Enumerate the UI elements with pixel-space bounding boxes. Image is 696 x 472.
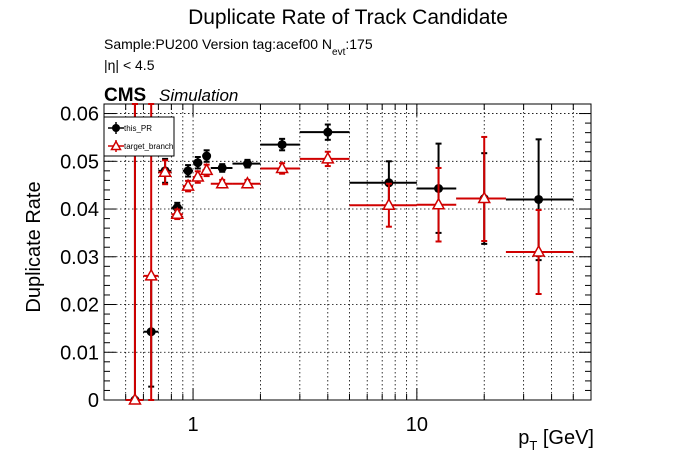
marker-circle <box>217 163 227 173</box>
marker-circle <box>242 159 252 169</box>
marker-circle <box>323 127 333 137</box>
x-tick-label: 1 <box>187 414 198 436</box>
x-axis-label-main: p <box>518 427 529 449</box>
data-point <box>210 176 233 189</box>
sample-text: Sample:PU200 Version tag:acef00 N <box>104 36 332 52</box>
axis-ticks <box>103 103 592 401</box>
legend: this_PR target_branch <box>103 116 175 157</box>
marker-triangle <box>531 244 546 257</box>
data-point <box>191 169 205 184</box>
eta-cut-label: |η| < 4.5 <box>104 57 155 73</box>
legend-item-target-branch: target_branch <box>108 139 173 152</box>
data-point <box>182 164 194 178</box>
marker-triangle <box>144 268 158 281</box>
y-tick-label: 0.04 <box>60 199 99 221</box>
marker-triangle <box>382 197 396 210</box>
marker-triangle <box>199 162 214 176</box>
marker-triangle <box>240 176 255 189</box>
data-point <box>416 166 457 243</box>
legend-label-target-branch: target_branch <box>124 142 173 151</box>
x-axis-label-sub: T <box>529 438 537 453</box>
marker-triangle <box>181 178 195 191</box>
marker-triangle <box>477 190 491 204</box>
data-point <box>232 176 261 189</box>
data-point <box>202 149 212 163</box>
cms-label: CMS <box>104 85 146 106</box>
y-tick-label: 0.01 <box>60 342 99 364</box>
data-point <box>299 150 350 168</box>
cms-simulation-label: Simulation <box>159 86 238 105</box>
data-point <box>210 163 233 173</box>
data-point <box>260 160 300 175</box>
y-tick-label: 0.06 <box>60 104 99 126</box>
y-tick-label: 0 <box>88 390 99 412</box>
y-tick-label: 0.02 <box>60 295 99 317</box>
nevt-subscript: evt <box>332 47 346 58</box>
marker-circle <box>183 166 193 176</box>
marker-triangle <box>191 169 205 182</box>
marker-triangle <box>431 197 446 210</box>
legend-marker-this-pr <box>112 124 120 132</box>
marker-triangle <box>158 164 172 178</box>
marker-triangle <box>170 206 185 220</box>
data-point <box>232 158 261 169</box>
marker-circle <box>202 151 212 161</box>
plot-frame <box>103 103 592 401</box>
sample-info: Sample:PU200 Version tag:acef00 Nevt:175 <box>104 36 373 58</box>
marker-triangle <box>275 160 289 174</box>
data-point <box>193 155 203 170</box>
y-axis-label: Duplicate Rate <box>23 181 45 312</box>
chart-title: Duplicate Rate of Track Candidate <box>188 6 508 29</box>
legend-label-this-pr: this_PR <box>124 124 152 133</box>
data-point <box>170 206 185 221</box>
data-point <box>299 123 350 141</box>
tick-labels: 1 10 0 0.01 0.02 0.03 0.04 0.05 0.06 <box>60 104 428 436</box>
marker-circle <box>277 140 287 150</box>
x-axis-label: pT [GeV] <box>518 427 594 453</box>
marker-triangle <box>128 392 142 405</box>
data-point <box>456 135 506 243</box>
data-point <box>349 182 417 228</box>
data-point <box>505 208 574 296</box>
legend-marker-target-branch <box>110 139 122 151</box>
x-tick-label: 10 <box>406 414 428 436</box>
data-point <box>199 162 214 178</box>
marker-circle <box>534 194 544 204</box>
data-point <box>181 178 195 193</box>
nevt-value: :175 <box>345 36 372 52</box>
y-tick-label: 0.05 <box>60 151 99 173</box>
data-point <box>158 159 172 186</box>
marker-circle <box>193 158 203 168</box>
data-point <box>260 137 300 152</box>
y-tick-label: 0.03 <box>60 247 99 269</box>
marker-triangle <box>321 151 335 164</box>
marker-triangle <box>215 176 229 189</box>
legend-item-this-pr: this_PR <box>108 122 152 134</box>
x-axis-label-unit: [GeV] <box>537 427 594 449</box>
series-target-branch <box>125 103 574 405</box>
